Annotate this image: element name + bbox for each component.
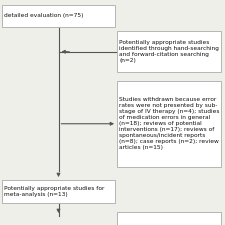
Text: detailed evaluation (n=75): detailed evaluation (n=75) <box>4 13 84 18</box>
Text: Potentially appropriate studies
identified through hand-searching
and forward-ci: Potentially appropriate studies identifi… <box>119 40 219 63</box>
FancyBboxPatch shape <box>117 81 220 166</box>
FancyBboxPatch shape <box>117 32 220 72</box>
FancyBboxPatch shape <box>2 180 115 202</box>
Text: Potentially appropriate studies for
meta-analysis (n=13): Potentially appropriate studies for meta… <box>4 186 105 197</box>
Text: Studies withdrawn because error
rates were not presented by sub-
stage of IV the: Studies withdrawn because error rates we… <box>119 97 220 150</box>
FancyBboxPatch shape <box>2 4 115 27</box>
FancyBboxPatch shape <box>117 212 220 225</box>
